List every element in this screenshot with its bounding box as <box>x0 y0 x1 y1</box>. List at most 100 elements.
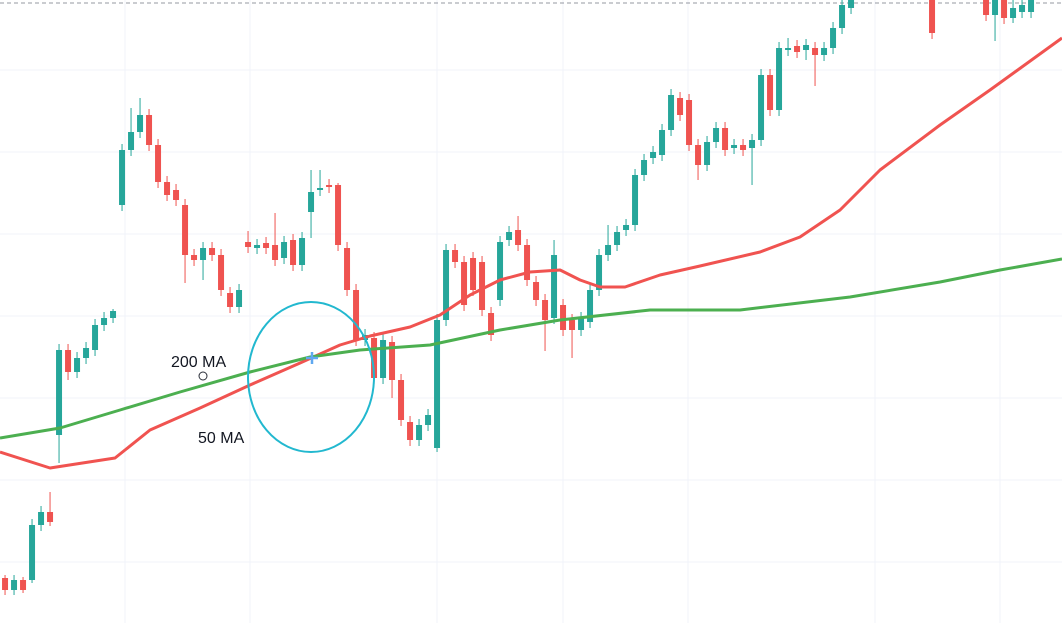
candle-body <box>1010 8 1017 18</box>
candle-body <box>308 192 315 212</box>
plot <box>0 0 1062 595</box>
candle-body <box>830 28 837 48</box>
candle-body <box>542 300 549 320</box>
moving-average-line <box>0 36 1062 470</box>
candle-body <box>47 512 54 522</box>
candle-body <box>1028 0 1035 12</box>
candle-body <box>704 142 711 165</box>
candle-body <box>929 0 936 33</box>
candle-body <box>839 5 846 28</box>
candle-body <box>128 132 135 150</box>
candle-body <box>461 262 468 305</box>
candle-body <box>659 130 666 155</box>
candle-body <box>155 145 162 182</box>
candle-body <box>263 243 270 248</box>
candle-body <box>497 242 504 300</box>
candle-body <box>695 145 702 165</box>
candle-body <box>578 318 585 330</box>
candle-body <box>389 342 396 380</box>
candle-body <box>74 358 81 372</box>
candle-body <box>335 185 342 245</box>
candle-body <box>407 422 414 440</box>
candle-body <box>812 48 819 55</box>
candle-body <box>803 45 810 50</box>
candle-body <box>92 325 99 350</box>
anchor-point <box>198 371 208 381</box>
candle-body <box>281 242 288 258</box>
candle-body <box>596 255 603 290</box>
candle-body <box>110 311 117 318</box>
candle-body <box>452 250 459 262</box>
candle-body <box>713 128 720 142</box>
candle-body <box>398 380 405 420</box>
candle-body <box>380 340 387 378</box>
candle-body <box>2 578 9 590</box>
candle-body <box>1019 5 1026 12</box>
candle-body <box>353 290 360 340</box>
candle-body <box>20 580 27 590</box>
candle-body <box>236 290 243 307</box>
candle-body <box>290 240 297 265</box>
candle-body <box>722 128 729 150</box>
candle-body <box>758 75 765 140</box>
candle-body <box>416 425 423 440</box>
candle-body <box>1001 0 1008 18</box>
candle-body <box>560 305 567 330</box>
candle-body <box>272 245 279 260</box>
candle-body <box>191 255 198 260</box>
candle-body <box>740 145 747 150</box>
candle-body <box>524 245 531 280</box>
candle-body <box>794 46 801 52</box>
candle-body <box>173 190 180 200</box>
crosshair <box>306 352 318 364</box>
candle-body <box>65 350 72 372</box>
candle-body <box>200 248 207 260</box>
candle-body <box>515 230 522 245</box>
candle-body <box>245 242 252 247</box>
candle-body <box>650 152 657 158</box>
candle-body <box>848 0 855 8</box>
candle-body <box>56 350 63 435</box>
candle-body <box>182 205 189 255</box>
candle-body <box>443 250 450 320</box>
candle-body <box>425 415 432 425</box>
candle-body <box>632 175 639 225</box>
candle-body <box>506 232 513 240</box>
candle-body <box>614 232 621 245</box>
candle-body <box>623 225 630 230</box>
candle-body <box>551 255 558 318</box>
candle-body <box>821 48 828 55</box>
candle-body <box>119 150 126 205</box>
candle-body <box>533 282 540 300</box>
candle-body <box>371 338 378 378</box>
candle-body <box>101 318 108 325</box>
candle-body <box>137 115 144 132</box>
candle-body <box>488 313 495 335</box>
candle-body <box>83 348 90 358</box>
candle-body <box>29 525 36 580</box>
candle-body <box>218 255 225 290</box>
annotation: 200 MA <box>171 354 226 371</box>
candle-body <box>569 320 576 330</box>
candle-body <box>146 115 153 145</box>
candle-body <box>227 293 234 307</box>
candle-body <box>992 0 999 15</box>
candle-body <box>731 145 738 148</box>
candle-body <box>11 580 18 590</box>
candle-body <box>767 75 774 110</box>
candle-body <box>326 185 333 187</box>
candle-body <box>299 238 306 265</box>
candle-body <box>686 100 693 145</box>
candle-body <box>344 248 351 290</box>
candle-body <box>983 0 990 15</box>
candle-body <box>641 160 648 175</box>
candle-body <box>749 140 756 148</box>
candle-body <box>38 512 45 525</box>
moving-average-line <box>0 257 1062 440</box>
candle-body <box>587 290 594 322</box>
candle-body <box>434 320 441 448</box>
candle-body <box>164 182 171 195</box>
candle-body <box>677 98 684 115</box>
